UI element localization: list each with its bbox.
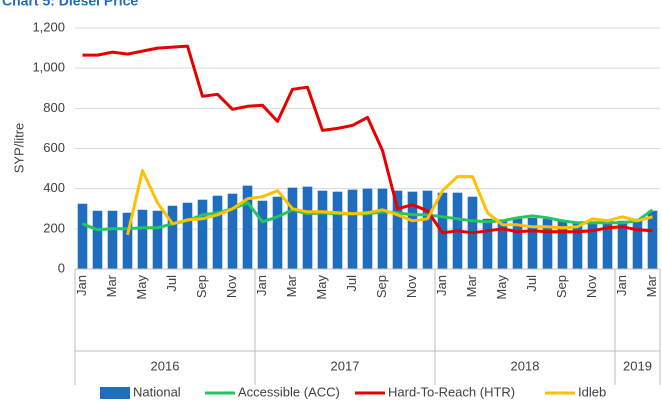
y-tick-label: 200 (43, 220, 65, 235)
bar (647, 210, 658, 269)
bar (362, 188, 373, 269)
chart-title: Chart 5: Diesel Price (2, 0, 138, 9)
bar (512, 218, 523, 269)
bar (227, 193, 238, 269)
bar (422, 190, 433, 269)
bar (587, 222, 598, 269)
bar (347, 189, 358, 269)
x-tick-label: Mar (104, 274, 119, 297)
line-series (126, 169, 653, 236)
x-tick-label: Jan (614, 275, 629, 296)
y-tick-label: 1,000 (32, 60, 65, 75)
bar (167, 205, 178, 269)
bar (107, 210, 118, 269)
bar (482, 218, 493, 269)
x-tick-label: Sep (194, 275, 209, 298)
bar (617, 220, 628, 269)
bar (92, 210, 103, 269)
legend-swatch (100, 387, 130, 399)
y-tick-label: 1,200 (32, 19, 65, 34)
bar (122, 212, 133, 269)
legend-label: Accessible (ACC) (238, 384, 340, 399)
bar (272, 196, 283, 269)
x-group-label: 2017 (331, 358, 360, 373)
bar (392, 190, 403, 269)
legend-label: National (133, 384, 181, 399)
bar (287, 187, 298, 269)
x-tick-label: Nov (584, 275, 599, 299)
bar (317, 190, 328, 269)
bar (542, 218, 553, 269)
x-tick-label: Mar (284, 274, 299, 297)
x-tick-label: Jul (344, 275, 359, 292)
bar (407, 191, 418, 269)
y-tick-label: 600 (43, 140, 65, 155)
x-tick-label: Jul (524, 275, 539, 292)
x-tick-label: Nov (224, 275, 239, 299)
line-series (82, 44, 653, 235)
x-tick-label: May (494, 275, 509, 300)
x-tick-label: Mar (644, 274, 659, 297)
y-axis-label: SYP/litre (11, 123, 26, 174)
x-tick-label: Sep (554, 275, 569, 298)
x-tick-label: Nov (404, 275, 419, 299)
bar (257, 200, 268, 269)
bar (572, 221, 583, 269)
bar (182, 202, 193, 269)
x-tick-label: Jan (74, 275, 89, 296)
x-tick-label: Jan (434, 275, 449, 296)
x-group-label: 2016 (151, 358, 180, 373)
bar (377, 188, 388, 269)
bar (527, 217, 538, 269)
bar (197, 199, 208, 269)
x-group-label: 2019 (623, 358, 652, 373)
bar (242, 185, 253, 269)
bar (212, 195, 223, 269)
y-tick-label: 800 (43, 100, 65, 115)
y-tick-label: 400 (43, 180, 65, 195)
legend-label: Idleb (578, 384, 606, 399)
bar (77, 203, 88, 269)
bar (557, 220, 568, 269)
x-tick-label: May (314, 275, 329, 300)
x-tick-label: Sep (374, 275, 389, 298)
bar (332, 191, 343, 269)
bar (497, 220, 508, 269)
legend-label: Hard-To-Reach (HTR) (388, 384, 515, 399)
x-tick-label: Jul (164, 275, 179, 292)
x-tick-label: Jan (254, 275, 269, 296)
y-tick-label: 0 (58, 260, 65, 275)
x-tick-label: Mar (464, 274, 479, 297)
bar (152, 210, 163, 269)
bar (302, 186, 313, 269)
x-tick-label: May (134, 275, 149, 300)
bar (632, 218, 643, 269)
bar (602, 220, 613, 269)
bar (137, 209, 148, 269)
x-group-label: 2018 (511, 358, 540, 373)
